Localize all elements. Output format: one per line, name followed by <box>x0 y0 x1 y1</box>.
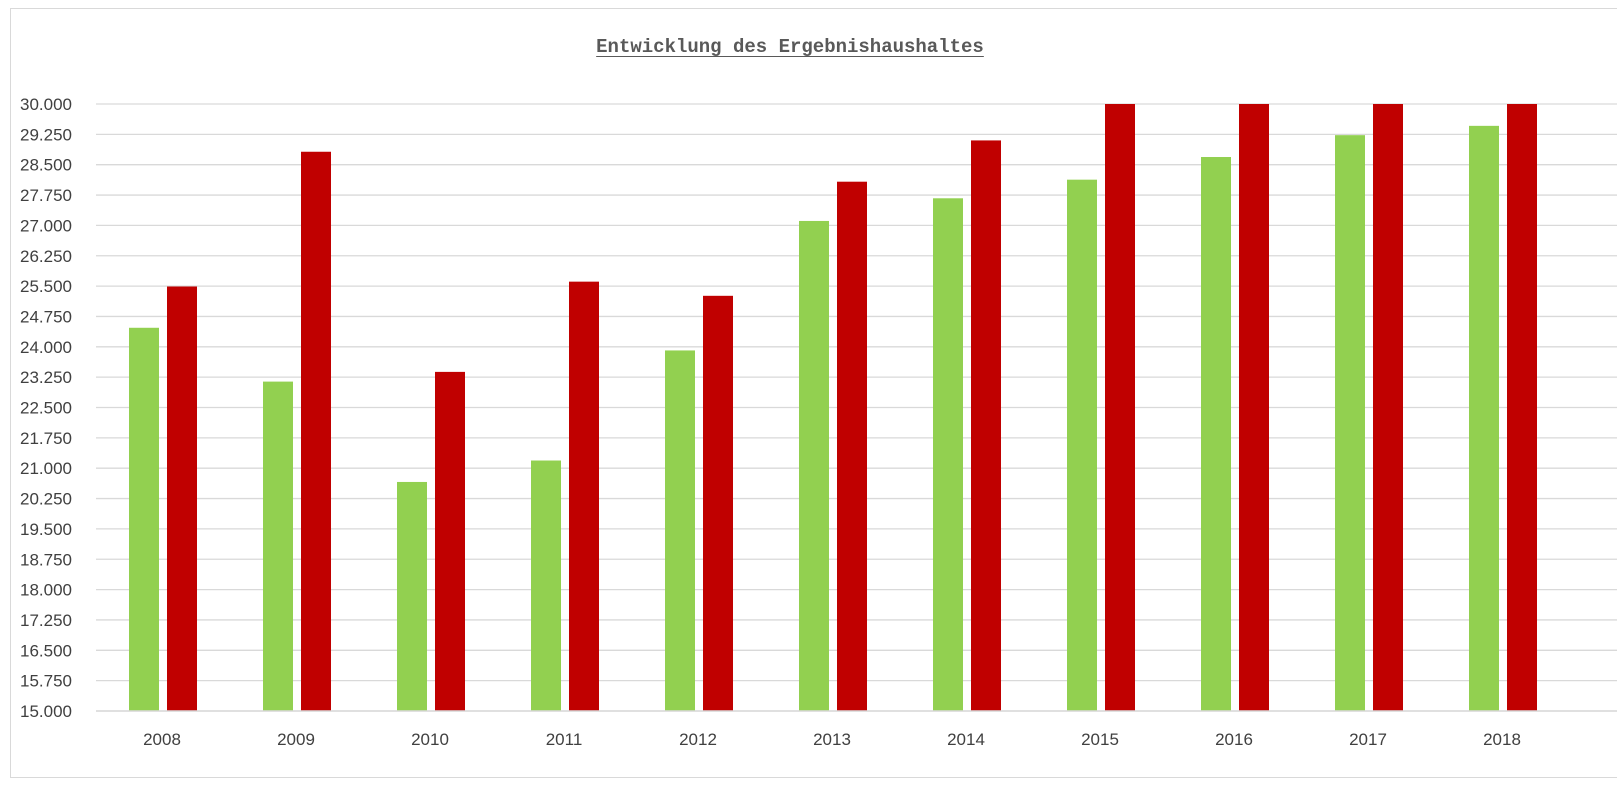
y-tick-label: 21.750 <box>20 429 72 448</box>
x-tick-label: 2008 <box>143 730 181 749</box>
y-tick-label: 27.750 <box>20 186 72 205</box>
bar-series-1 <box>397 482 427 711</box>
bar-series-2 <box>435 372 465 711</box>
x-tick-label: 2014 <box>947 730 985 749</box>
y-tick-label: 23.250 <box>20 368 72 387</box>
y-tick-label: 22.500 <box>20 399 72 418</box>
bar-series-1 <box>1201 157 1231 711</box>
y-tick-label: 18.750 <box>20 550 72 569</box>
bar-series-1 <box>799 221 829 711</box>
x-tick-label: 2011 <box>546 730 583 749</box>
bar-series-1 <box>1335 135 1365 711</box>
y-tick-label: 29.250 <box>20 125 72 144</box>
y-tick-label: 28.500 <box>20 156 72 175</box>
y-tick-label: 21.000 <box>20 459 72 478</box>
x-tick-label: 2013 <box>813 730 851 749</box>
bar-series-1 <box>665 350 695 711</box>
y-tick-label: 18.000 <box>20 581 72 600</box>
bar-series-2 <box>1373 104 1403 711</box>
bar-series-1 <box>1067 180 1097 711</box>
y-tick-label: 19.500 <box>20 520 72 539</box>
bar-series-1 <box>933 198 963 711</box>
bar-series-2 <box>301 152 331 711</box>
bar-series-2 <box>703 296 733 711</box>
x-tick-label: 2010 <box>411 730 449 749</box>
bar-series-2 <box>167 287 197 711</box>
bar-series-1 <box>1469 126 1499 711</box>
y-tick-label: 15.750 <box>20 672 72 691</box>
bar-series-2 <box>1239 104 1269 711</box>
x-tick-label: 2017 <box>1349 730 1387 749</box>
y-tick-label: 20.250 <box>20 490 72 509</box>
y-tick-label: 26.250 <box>20 247 72 266</box>
bar-series-2 <box>837 182 867 711</box>
bar-series-2 <box>971 140 1001 711</box>
bar-series-2 <box>1105 104 1135 711</box>
y-tick-label: 24.000 <box>20 338 72 357</box>
bar-series-2 <box>569 282 599 711</box>
y-tick-label: 25.500 <box>20 277 72 296</box>
y-tick-label: 16.500 <box>20 641 72 660</box>
bar-series-1 <box>263 382 293 711</box>
x-tick-label: 2016 <box>1215 730 1253 749</box>
bar-series-1 <box>531 461 561 711</box>
x-tick-label: 2018 <box>1483 730 1521 749</box>
x-tick-label: 2012 <box>679 730 717 749</box>
y-tick-label: 15.000 <box>20 702 72 721</box>
x-tick-label: 2009 <box>277 730 315 749</box>
bar-series-2 <box>1507 104 1537 711</box>
x-tick-label: 2015 <box>1081 730 1119 749</box>
bar-series-1 <box>129 328 159 711</box>
y-tick-label: 24.750 <box>20 307 72 326</box>
y-tick-label: 30.000 <box>20 95 72 114</box>
y-tick-label: 27.000 <box>20 216 72 235</box>
y-tick-label: 17.250 <box>20 611 72 630</box>
